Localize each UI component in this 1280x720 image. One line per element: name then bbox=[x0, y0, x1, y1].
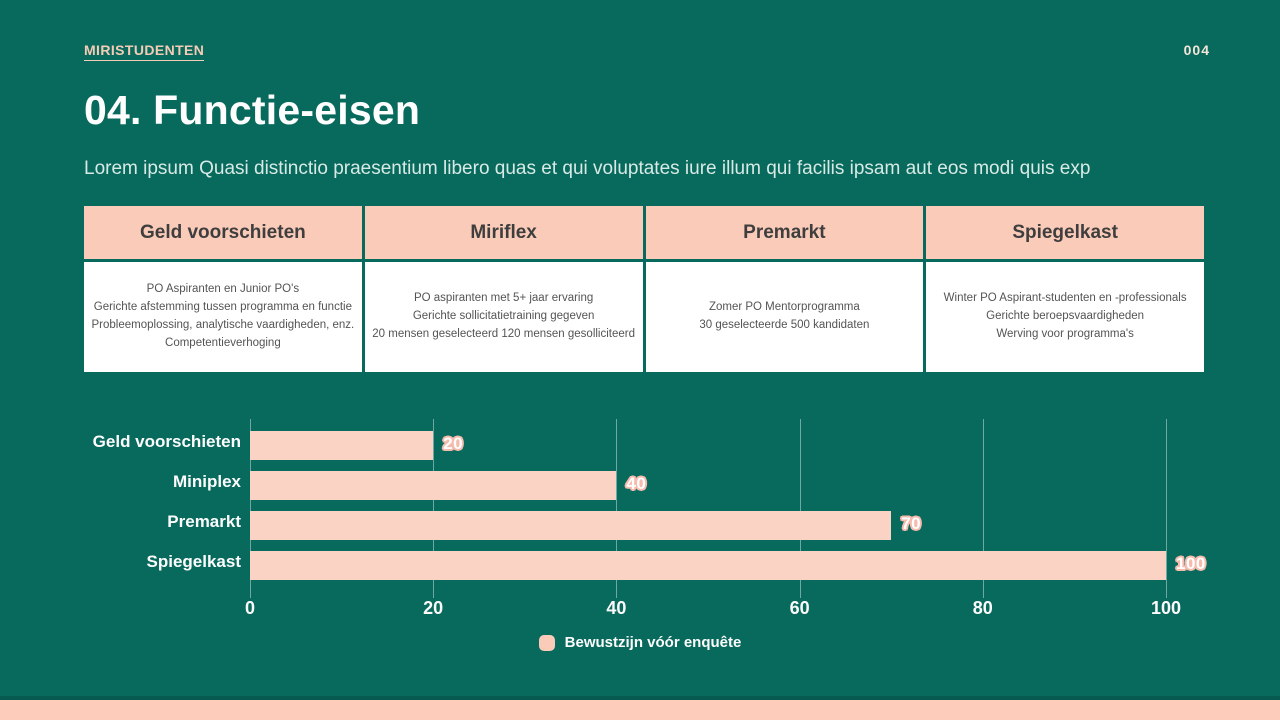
gridline bbox=[1166, 419, 1167, 598]
bar-track: 40 bbox=[250, 465, 1166, 505]
table-cell-line: Probleemoplossing, analytische vaardighe… bbox=[91, 319, 355, 331]
table-body-cell: Winter PO Aspirant-studenten en -profess… bbox=[926, 262, 1204, 372]
x-axis-tick-label: 0 bbox=[244, 598, 256, 618]
header: MIRISTUDENTEN 004 bbox=[0, 0, 1280, 61]
bar-chart: Geld voorschieten Miniplex Premarkt Spiegel… bbox=[84, 419, 1205, 618]
table-cell-line: 30 geselecteerde 500 kandidaten bbox=[699, 319, 870, 331]
x-axis-tick-label: 20 bbox=[423, 598, 444, 618]
bar-track: 70 bbox=[250, 505, 1166, 545]
bar: 100 bbox=[250, 550, 1205, 580]
category-label: Premarkt bbox=[167, 512, 241, 531]
bar: 20 bbox=[250, 430, 463, 460]
table-cell-line: Competentieverhoging bbox=[165, 336, 281, 349]
table-cell-line: Gerichte afstemming tussen programma en … bbox=[93, 301, 352, 314]
bar-track: 100 bbox=[250, 545, 1205, 585]
footer-accent-strip bbox=[0, 700, 1280, 720]
page-subtitle: Lorem ipsum Quasi distinctio praesentium… bbox=[84, 158, 1091, 179]
gridline bbox=[616, 419, 618, 598]
gridline bbox=[250, 419, 251, 598]
table-body-row: PO Aspiranten en Junior PO's Gerichte afs… bbox=[84, 262, 1204, 372]
chart-legend: Bewustzijn vóór enquête bbox=[0, 634, 1280, 651]
table-cell-line: Gerichte sollicitatietraining gegeven bbox=[412, 310, 595, 323]
x-axis: 0 20 40 60 80 100 bbox=[245, 588, 1181, 618]
bar-value-label: 20 bbox=[443, 434, 464, 454]
footer-shadow bbox=[0, 696, 1280, 700]
bar: 70 bbox=[250, 510, 921, 540]
x-axis-tick-label: 40 bbox=[606, 598, 627, 618]
table-header-cell: Premarkt bbox=[645, 206, 924, 259]
plot-area: 20 40 70 100 bbox=[250, 419, 1205, 598]
legend-swatch bbox=[538, 634, 555, 651]
x-axis-tick-label: 100 bbox=[1150, 598, 1182, 618]
table-cell-line: Zomer PO Mentorprogramma bbox=[708, 301, 860, 314]
chart-body: Geld voorschieten Miniplex Premarkt Spiegel… bbox=[84, 419, 1205, 598]
category-labels: Geld voorschieten Miniplex Premarkt Spiegel… bbox=[84, 422, 250, 588]
category-label: Geld voorschieten bbox=[92, 432, 241, 451]
table-cell-line: Gerichte beroepsvaardigheden bbox=[986, 310, 1145, 323]
gridline bbox=[799, 419, 801, 598]
page-number: 004 bbox=[1183, 42, 1210, 58]
table-header-row: Geld voorschieten Miriflex Premarkt Spiegel… bbox=[84, 206, 1204, 259]
page-title: 04. Functie-eisen bbox=[84, 87, 421, 133]
category-label: Spiegelkast bbox=[146, 552, 242, 571]
bar-value-label: 40 bbox=[626, 474, 647, 494]
info-table: Geld voorschieten Miriflex Premarkt Spiegel… bbox=[84, 206, 1204, 372]
table-cell-line: PO Aspiranten en Junior PO's bbox=[146, 283, 300, 296]
x-axis-tick-label: 80 bbox=[972, 598, 993, 618]
table-cell-line: Winter PO Aspirant-studenten en -profess… bbox=[943, 292, 1187, 305]
table-body-cell: PO aspiranten met 5+ jaar ervaring Gerich… bbox=[364, 262, 643, 372]
bar-track: 20 bbox=[250, 425, 1166, 465]
brand-link[interactable]: MIRISTUDENTEN bbox=[84, 42, 205, 61]
table-body-cell: Zomer PO Mentorprogramma 30 geselecteerde… bbox=[645, 262, 924, 372]
gridline bbox=[982, 419, 984, 598]
bar-value-label: 70 bbox=[901, 514, 922, 534]
gridline bbox=[433, 419, 435, 598]
table-body-cell: PO Aspiranten en Junior PO's Gerichte afs… bbox=[84, 262, 362, 372]
bar: 40 bbox=[250, 470, 646, 500]
legend-label: Bewustzijn vóór enquête bbox=[564, 634, 742, 651]
table-cell-line: PO aspiranten met 5+ jaar ervaring bbox=[413, 292, 594, 305]
table-cell-line: Werving voor programma's bbox=[996, 327, 1134, 340]
x-axis-tick-label: 60 bbox=[789, 598, 810, 618]
table-header-cell: Spiegelkast bbox=[926, 206, 1204, 259]
table-header-cell: Miriflex bbox=[364, 206, 643, 259]
table-cell-line: 20 mensen geselecteerd 120 mensen gesoll… bbox=[372, 327, 635, 340]
bar-value-label: 100 bbox=[1176, 554, 1206, 574]
category-label: Miniplex bbox=[172, 472, 241, 491]
table-header-cell: Geld voorschieten bbox=[84, 206, 362, 259]
